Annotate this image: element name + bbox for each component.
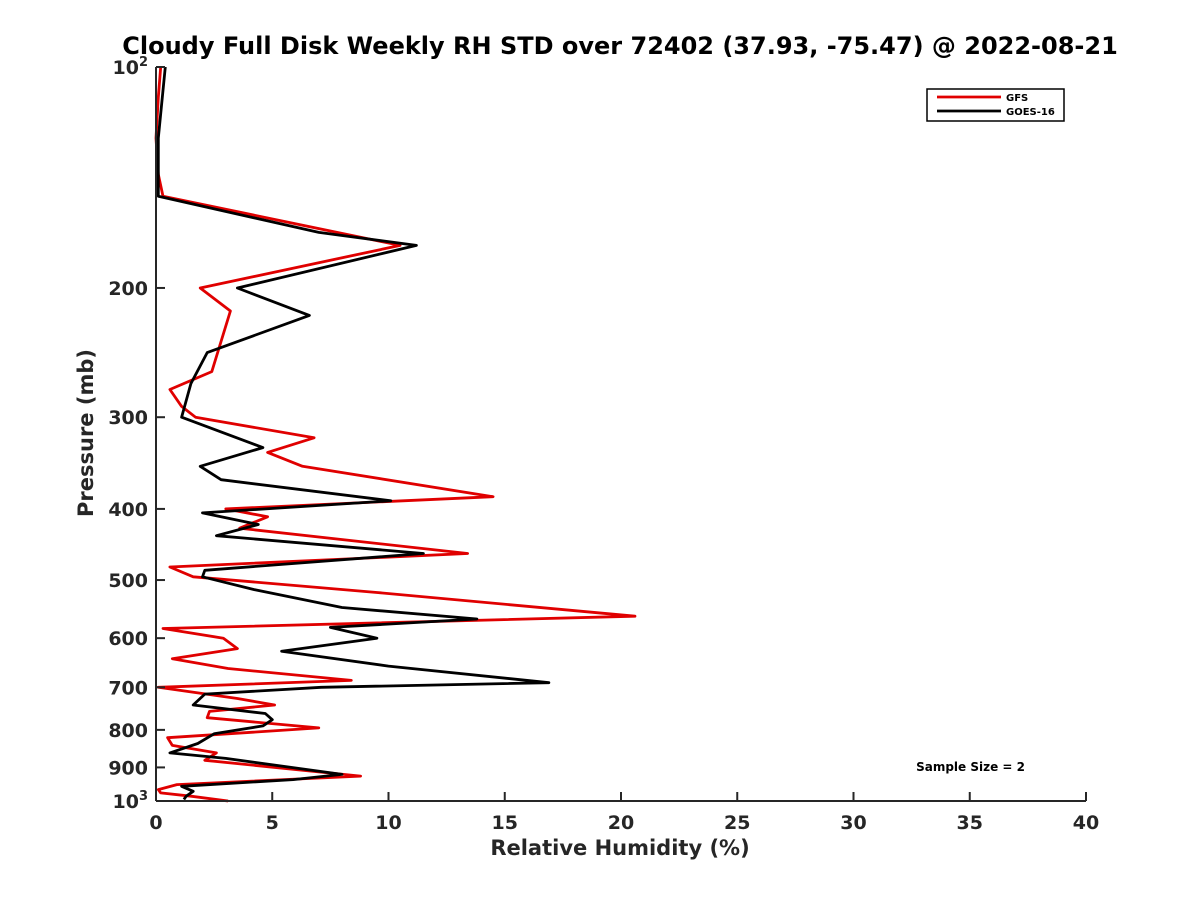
x-tick-label: 0 <box>149 812 162 834</box>
y-tick-label: 300 <box>108 407 148 429</box>
x-tick-label: 25 <box>724 812 750 834</box>
legend-label: GFS <box>1006 93 1028 104</box>
legend-label: GOES-16 <box>1006 107 1055 118</box>
x-tick-label: 40 <box>1073 812 1099 834</box>
legend-box <box>926 88 1065 122</box>
plot-area <box>154 66 637 803</box>
x-tick-label: 35 <box>957 812 983 834</box>
axes: 0 5 10 15 20 25 30 35 40 102 200 300 400 500 600 700 800… <box>108 55 1099 834</box>
y-tick-label: 500 <box>108 570 148 592</box>
y-tick-label: 900 <box>108 757 148 779</box>
x-tick-label: 10 <box>375 812 401 834</box>
y-tick-label: 800 <box>108 720 148 742</box>
y-tick-label: 102 <box>113 55 149 79</box>
y-tick-label: 103 <box>113 789 149 813</box>
legend: GFS GOES-16 <box>926 88 1065 122</box>
y-tick-label: 700 <box>108 677 148 699</box>
series-line-gfs <box>154 66 637 803</box>
chart-title: Cloudy Full Disk Weekly RH STD over 7240… <box>122 32 1118 60</box>
x-tick-label: 5 <box>266 812 279 834</box>
y-axis-label: Pressure (mb) <box>74 349 98 517</box>
y-tick-label: 600 <box>108 628 148 650</box>
series-line-goes-16 <box>156 66 551 801</box>
x-tick-label: 20 <box>608 812 634 834</box>
y-tick-label: 200 <box>108 278 148 300</box>
sample-size-annotation: Sample Size = 2 <box>916 760 1025 774</box>
y-tick-label: 400 <box>108 499 148 521</box>
x-tick-label: 15 <box>492 812 518 834</box>
x-axis-label: Relative Humidity (%) <box>490 836 749 860</box>
x-tick-label: 30 <box>840 812 866 834</box>
